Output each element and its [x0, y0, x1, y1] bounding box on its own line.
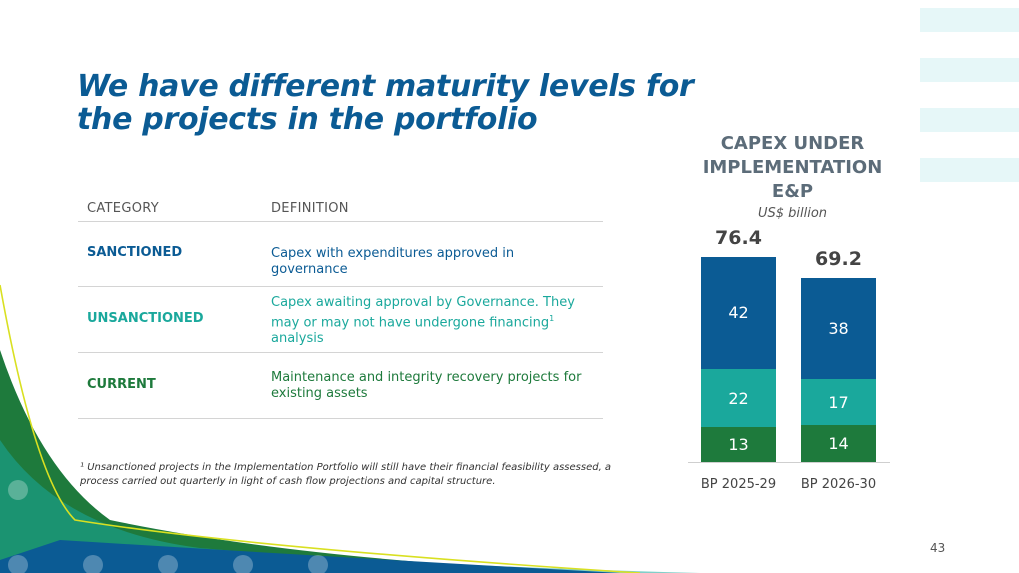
- x-axis-label: BP 2025-29: [700, 477, 777, 492]
- table-divider: [78, 352, 603, 353]
- deco-dot: [83, 555, 103, 573]
- chart-subtitle: US$ billion: [757, 206, 828, 221]
- deco-stripe: [920, 158, 1019, 182]
- definition-current: Maintenance and integrity recovery proje…: [271, 370, 582, 401]
- definition-unsanctioned-tail: analysis: [271, 331, 324, 347]
- page-number: 43: [930, 541, 946, 555]
- chart-title-line: E&P: [771, 181, 814, 202]
- deco-dot: [233, 555, 253, 573]
- deco-dot: [308, 555, 328, 573]
- yellow-curve: [0, 284, 641, 573]
- chart-title-line: IMPLEMENTATION: [702, 157, 883, 178]
- footnote: ¹ Unsanctioned projects in the Implement…: [80, 462, 612, 487]
- bar-segment-sanctioned: 38: [801, 278, 876, 380]
- chart-title-line: CAPEX UNDER: [720, 133, 865, 154]
- deco-stripe: [920, 8, 1019, 32]
- x-axis-label: BP 2026-30: [800, 477, 877, 492]
- deco-dot: [8, 480, 28, 500]
- table-divider: [78, 286, 603, 287]
- definition-unsanctioned-text: Capex awaiting approval by Governance. T…: [271, 295, 575, 331]
- bar-total-label: 69.2: [815, 248, 862, 271]
- table-divider: [78, 221, 603, 222]
- definition-sanctioned: Capex with expenditures approved in gove…: [271, 246, 515, 277]
- bar-segment-unsanctioned: 22: [701, 368, 776, 428]
- definition-unsanctioned: Capex awaiting approval by Governance. T…: [271, 295, 591, 347]
- category-unsanctioned: UNSANCTIONED: [87, 311, 204, 326]
- deco-stripe: [920, 108, 1019, 132]
- bar-segment-current: 13: [701, 427, 776, 462]
- category-sanctioned: SANCTIONED: [87, 245, 183, 260]
- deco-stripe: [920, 58, 1019, 82]
- table-divider: [78, 418, 603, 419]
- definition-header: DEFINITION: [271, 201, 349, 216]
- blue-wave: [0, 540, 620, 573]
- bar-segment-sanctioned: 42: [701, 257, 776, 369]
- deco-dot: [8, 555, 28, 573]
- chart-baseline: [688, 462, 890, 463]
- footnote-marker: 1: [549, 314, 555, 323]
- deco-dot: [158, 555, 178, 573]
- bar-total-label: 76.4: [715, 227, 762, 249]
- category-current: CURRENT: [87, 377, 156, 392]
- bar-segment-unsanctioned: 17: [801, 379, 876, 425]
- category-header: CATEGORY: [87, 201, 159, 216]
- bar-segment-current: 14: [801, 424, 876, 462]
- slide-title: We have different maturity levels for th…: [77, 69, 694, 137]
- chart-title: CAPEX UNDER IMPLEMENTATION E&P: [690, 132, 895, 204]
